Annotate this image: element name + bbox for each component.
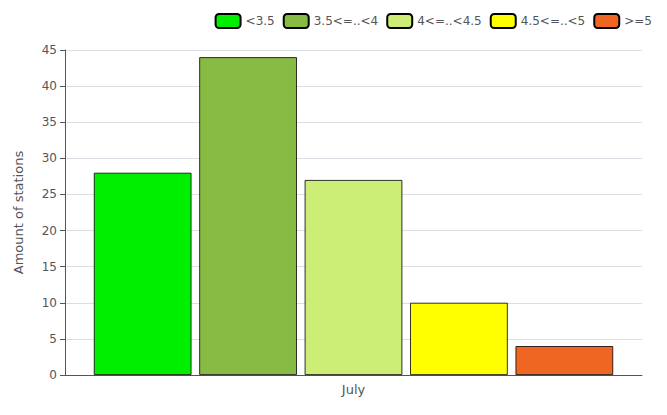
svg-text:20: 20	[42, 224, 57, 238]
svg-text:30: 30	[42, 151, 57, 165]
svg-text:3.5<=..<4: 3.5<=..<4	[314, 14, 379, 28]
svg-text:35: 35	[42, 115, 57, 129]
svg-text:10: 10	[42, 296, 57, 310]
svg-text:July: July	[341, 382, 366, 397]
svg-text:4.5<=..<5: 4.5<=..<5	[521, 14, 586, 28]
svg-text:0: 0	[49, 368, 57, 382]
svg-text:15: 15	[42, 260, 57, 274]
svg-text:>=5: >=5	[624, 14, 652, 28]
svg-text:<3.5: <3.5	[246, 14, 275, 28]
svg-text:45: 45	[42, 43, 57, 57]
svg-text:4<=..<4.5: 4<=..<4.5	[417, 14, 482, 28]
svg-text:5: 5	[49, 332, 57, 346]
svg-text:25: 25	[42, 187, 57, 201]
svg-text:Amount of stations: Amount of stations	[11, 151, 26, 275]
svg-text:40: 40	[42, 79, 57, 93]
